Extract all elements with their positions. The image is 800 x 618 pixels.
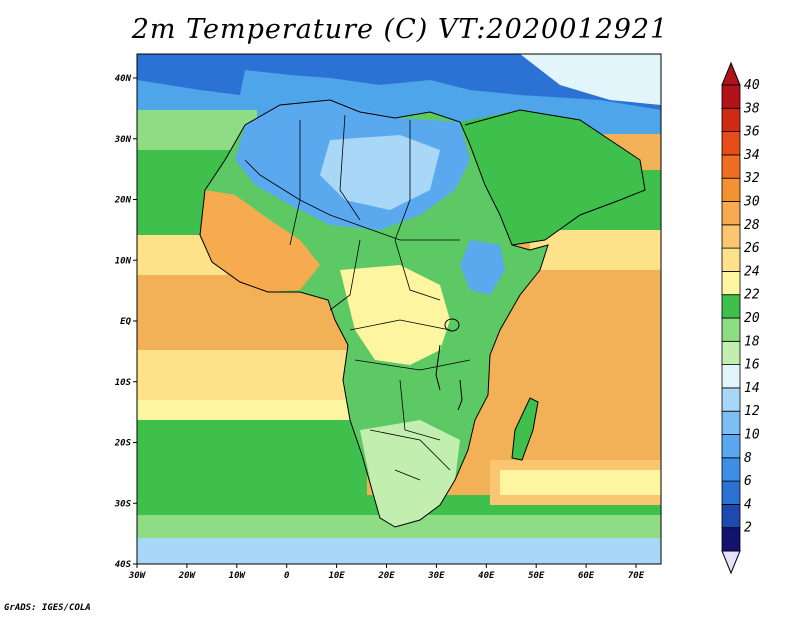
lon-tick-label: 70E: [628, 571, 645, 581]
lon-tick-label: 40E: [478, 571, 495, 581]
colorbar-label: 28: [744, 218, 760, 233]
colorbar-segment: [721, 480, 741, 505]
colorbar-label: 18: [744, 334, 760, 349]
lon-tick-label: 60E: [578, 571, 595, 581]
west-africa-hot: [200, 190, 320, 292]
colorbar-segment: [721, 247, 741, 272]
map-field: [137, 54, 661, 564]
colorbar-label: 30: [743, 195, 760, 210]
lat-tick-label: 20S: [114, 439, 132, 449]
colorbar-segment: [721, 317, 741, 342]
colorbar-segment: [721, 387, 741, 412]
lon-tick-label: 10E: [328, 571, 345, 581]
colorbar-segment: [721, 224, 741, 249]
lon-tick-label: 30E: [427, 571, 445, 581]
lat-tick-label: 30N: [114, 135, 132, 145]
colorbar-label: 6: [744, 474, 752, 489]
colorbar-segment: [721, 457, 741, 482]
arabia-land: [460, 110, 645, 245]
colorbar-segment: [721, 503, 741, 529]
lat-tick-label: 30S: [114, 499, 132, 509]
lon-tick-label: 20W: [178, 571, 197, 581]
lon-tick-label: 10W: [229, 571, 247, 581]
colorbar-segment: [721, 131, 741, 156]
colorbar-label: 38: [743, 101, 760, 116]
colorbar-label: 12: [744, 404, 760, 419]
colorbar-label: 4: [744, 497, 752, 512]
colorbar-label: 40: [744, 78, 760, 93]
colorbar-label: 32: [743, 171, 760, 186]
colorbar-label: 22: [744, 288, 760, 303]
east-africa-highlands: [460, 240, 505, 295]
colorbar-label: 34: [743, 148, 760, 163]
madagascar: [511, 397, 539, 461]
southern-blue-band: [137, 538, 661, 564]
colorbar-label: 24: [744, 264, 760, 279]
colorbar-label: 10: [744, 428, 760, 443]
colorbar-label: 14: [744, 381, 760, 396]
west-asia-pale: [520, 54, 661, 105]
colorbar-segment: [721, 527, 741, 552]
indian-south-pale: [500, 470, 661, 495]
europe-land: [137, 54, 661, 110]
lat-tick-label: 10S: [115, 378, 132, 388]
lon-tick-label: 50E: [528, 571, 545, 581]
colorbar-segment: [721, 410, 741, 435]
colorbar-segment: [721, 364, 741, 389]
chart-title: 2m Temperature (C) VT:2020012921: [131, 14, 669, 45]
arabia-coastline: [464, 109, 646, 246]
lon-tick-label: 0: [284, 571, 290, 581]
lon-tick-label: 30W: [128, 571, 147, 581]
colorbar-segment: [721, 107, 741, 133]
colorbar-segment: [721, 434, 741, 459]
colorbar-top-arrow: [721, 61, 741, 86]
colorbar-label: 36: [743, 125, 760, 140]
colorbar-segment: [721, 270, 741, 296]
colorbar-segment: [721, 201, 741, 226]
central-africa-yellow: [340, 265, 450, 365]
lakes: [435, 318, 463, 411]
colorbar-segment: [721, 84, 741, 109]
southern-africa-pale: [360, 420, 460, 527]
longitude-axis: 30W 20W 10W 0 10E 20E 30E 40E 50E 60E 70E: [128, 564, 645, 581]
map-frame: [136, 53, 662, 565]
colorbar-label: 20: [744, 311, 760, 326]
indian-north-yellow: [530, 230, 661, 270]
colorbar-segment: [721, 177, 741, 202]
colorbar-label: 26: [744, 241, 760, 256]
colorbar-label: 2: [744, 521, 752, 536]
colorbar-bottom-arrow: [721, 550, 741, 575]
colorbar-segment: [721, 154, 741, 179]
lat-tick-label: 10N: [115, 256, 132, 266]
grads-credit: GrADS: IGES/COLA: [4, 603, 91, 613]
coastline: [199, 99, 549, 528]
colorbar-label: 8: [744, 451, 752, 466]
country-borders: [244, 114, 471, 481]
lat-tick-label: 40N: [115, 74, 132, 84]
colorbar-segment: [721, 294, 741, 319]
lon-tick-label: 20E: [377, 571, 395, 581]
latitude-axis: 40N 30N 20N 10N EQ 10S 20S 30S 40S: [114, 74, 137, 570]
lat-tick-label: EQ: [120, 317, 131, 327]
colorbar-label: 16: [744, 358, 760, 373]
lat-tick-label: 40S: [115, 560, 132, 570]
lat-tick-label: 20N: [114, 196, 132, 206]
south-atlantic-green: [137, 420, 367, 500]
colorbar-segment: [721, 340, 741, 365]
